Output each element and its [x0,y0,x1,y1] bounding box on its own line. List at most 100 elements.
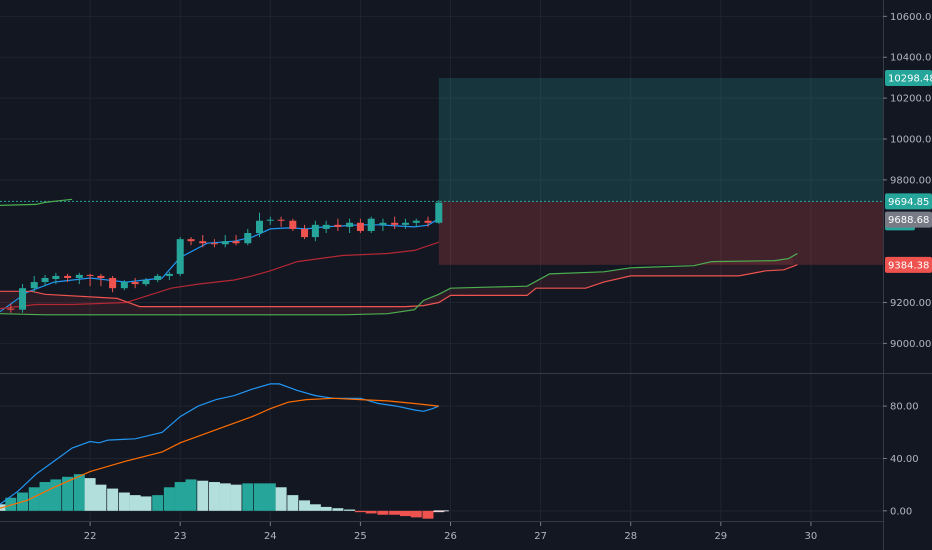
histogram-bar [299,500,311,511]
price-series-line [0,264,798,308]
histogram-bar [320,506,332,511]
histogram-bar [50,479,62,511]
y-tick-label: 10400.00 [890,53,932,64]
candle-body [131,282,139,285]
x-tick-label: 22 [84,531,97,542]
histogram-bar [107,488,119,511]
candle-body [346,222,354,227]
histogram-bar [174,482,186,511]
histogram-bar [28,487,40,511]
candle-body [86,274,94,276]
candle-body [232,241,240,244]
histogram-bar [365,510,377,514]
y-tick-label-osc: 0.00 [890,506,912,517]
candle-body [322,224,330,229]
profit-zone [438,77,883,202]
candle-body [30,282,38,289]
y-tick-label: 10000.00 [890,134,932,145]
price-badge-label-entry: 9694.85 [888,197,929,208]
histogram-bar [219,483,231,511]
candle-body [142,280,150,285]
candle-body [19,288,27,310]
price-badge-current [885,211,932,228]
histogram-bar [140,496,152,511]
price-badge-stop_loss [885,256,932,273]
candle-body [379,222,387,225]
candle-body [221,241,229,245]
y-tick-label: 9000.00 [890,339,931,350]
histogram-bar [152,495,164,511]
price-badge-label-current: 9688.68 [888,215,929,226]
candle-body [435,202,443,223]
candle-body [41,277,49,283]
histogram-bar [39,482,51,511]
histogram-bar [389,510,401,515]
x-tick-label: 26 [444,531,457,542]
histogram-bar [433,510,445,513]
oscillator-line [0,397,439,509]
histogram-bar [264,483,276,511]
price-badge-label-stop_loss: 9384.38 [888,260,929,271]
candle-body [277,219,285,221]
candle-body [412,220,420,223]
histogram-bar [95,484,107,511]
candle-body [64,275,72,278]
histogram-bar [332,508,344,511]
loss-zone [438,201,883,265]
candle-body [401,222,409,225]
candle-body [97,275,105,278]
candle-body [120,282,128,289]
histogram-bar [410,510,422,518]
candle-body [75,274,83,278]
candle-body [52,275,60,279]
candle-body [356,222,364,231]
candle-body [311,224,319,238]
price-series-line [0,241,439,310]
histogram-bar [129,495,141,511]
oscillator-line [0,383,440,505]
y-tick-label: 10200.00 [890,94,932,105]
histogram-bar [242,483,254,511]
price-badge-take_profit [885,69,932,86]
candle-body [210,243,218,245]
histogram-bar [5,497,17,511]
x-tick-label: 29 [714,531,727,542]
histogram-bar [185,479,197,511]
histogram-bar [354,510,366,513]
x-tick-label: 28 [624,531,637,542]
y-tick-label: 9800.00 [890,175,931,186]
candle-body [334,224,342,227]
candle-body [424,220,432,223]
lagging-span-line [0,198,73,206]
price-badge-entry [885,193,932,210]
candle-body [301,228,309,238]
price-series-line [0,218,440,313]
histogram-bar [309,504,321,511]
candle-body [244,233,252,244]
candle-body [289,220,297,229]
x-tick-label: 30 [805,531,818,542]
candle-body [367,218,375,231]
histogram-bar [84,478,96,511]
price-badge-label-take_profit: 10298.48 [888,73,932,84]
y-tick-label-osc: 40.00 [890,454,919,465]
candle-body [199,241,207,244]
candle-body [176,239,184,274]
histogram-bar [377,510,389,515]
histogram-bar [118,492,130,511]
x-tick-label: 25 [354,531,367,542]
price-series-line [0,252,798,316]
histogram-bar [253,483,265,511]
x-tick-label: 24 [264,531,277,542]
histogram-bar [275,487,287,511]
candle-body [255,220,263,234]
histogram-bar [399,510,411,517]
histogram-bar [208,482,220,511]
histogram-bar [230,484,242,511]
candle-body [7,308,15,310]
y-tick-label: 9200.00 [890,298,931,309]
histogram-bar [287,495,299,511]
candle-body [154,275,162,281]
